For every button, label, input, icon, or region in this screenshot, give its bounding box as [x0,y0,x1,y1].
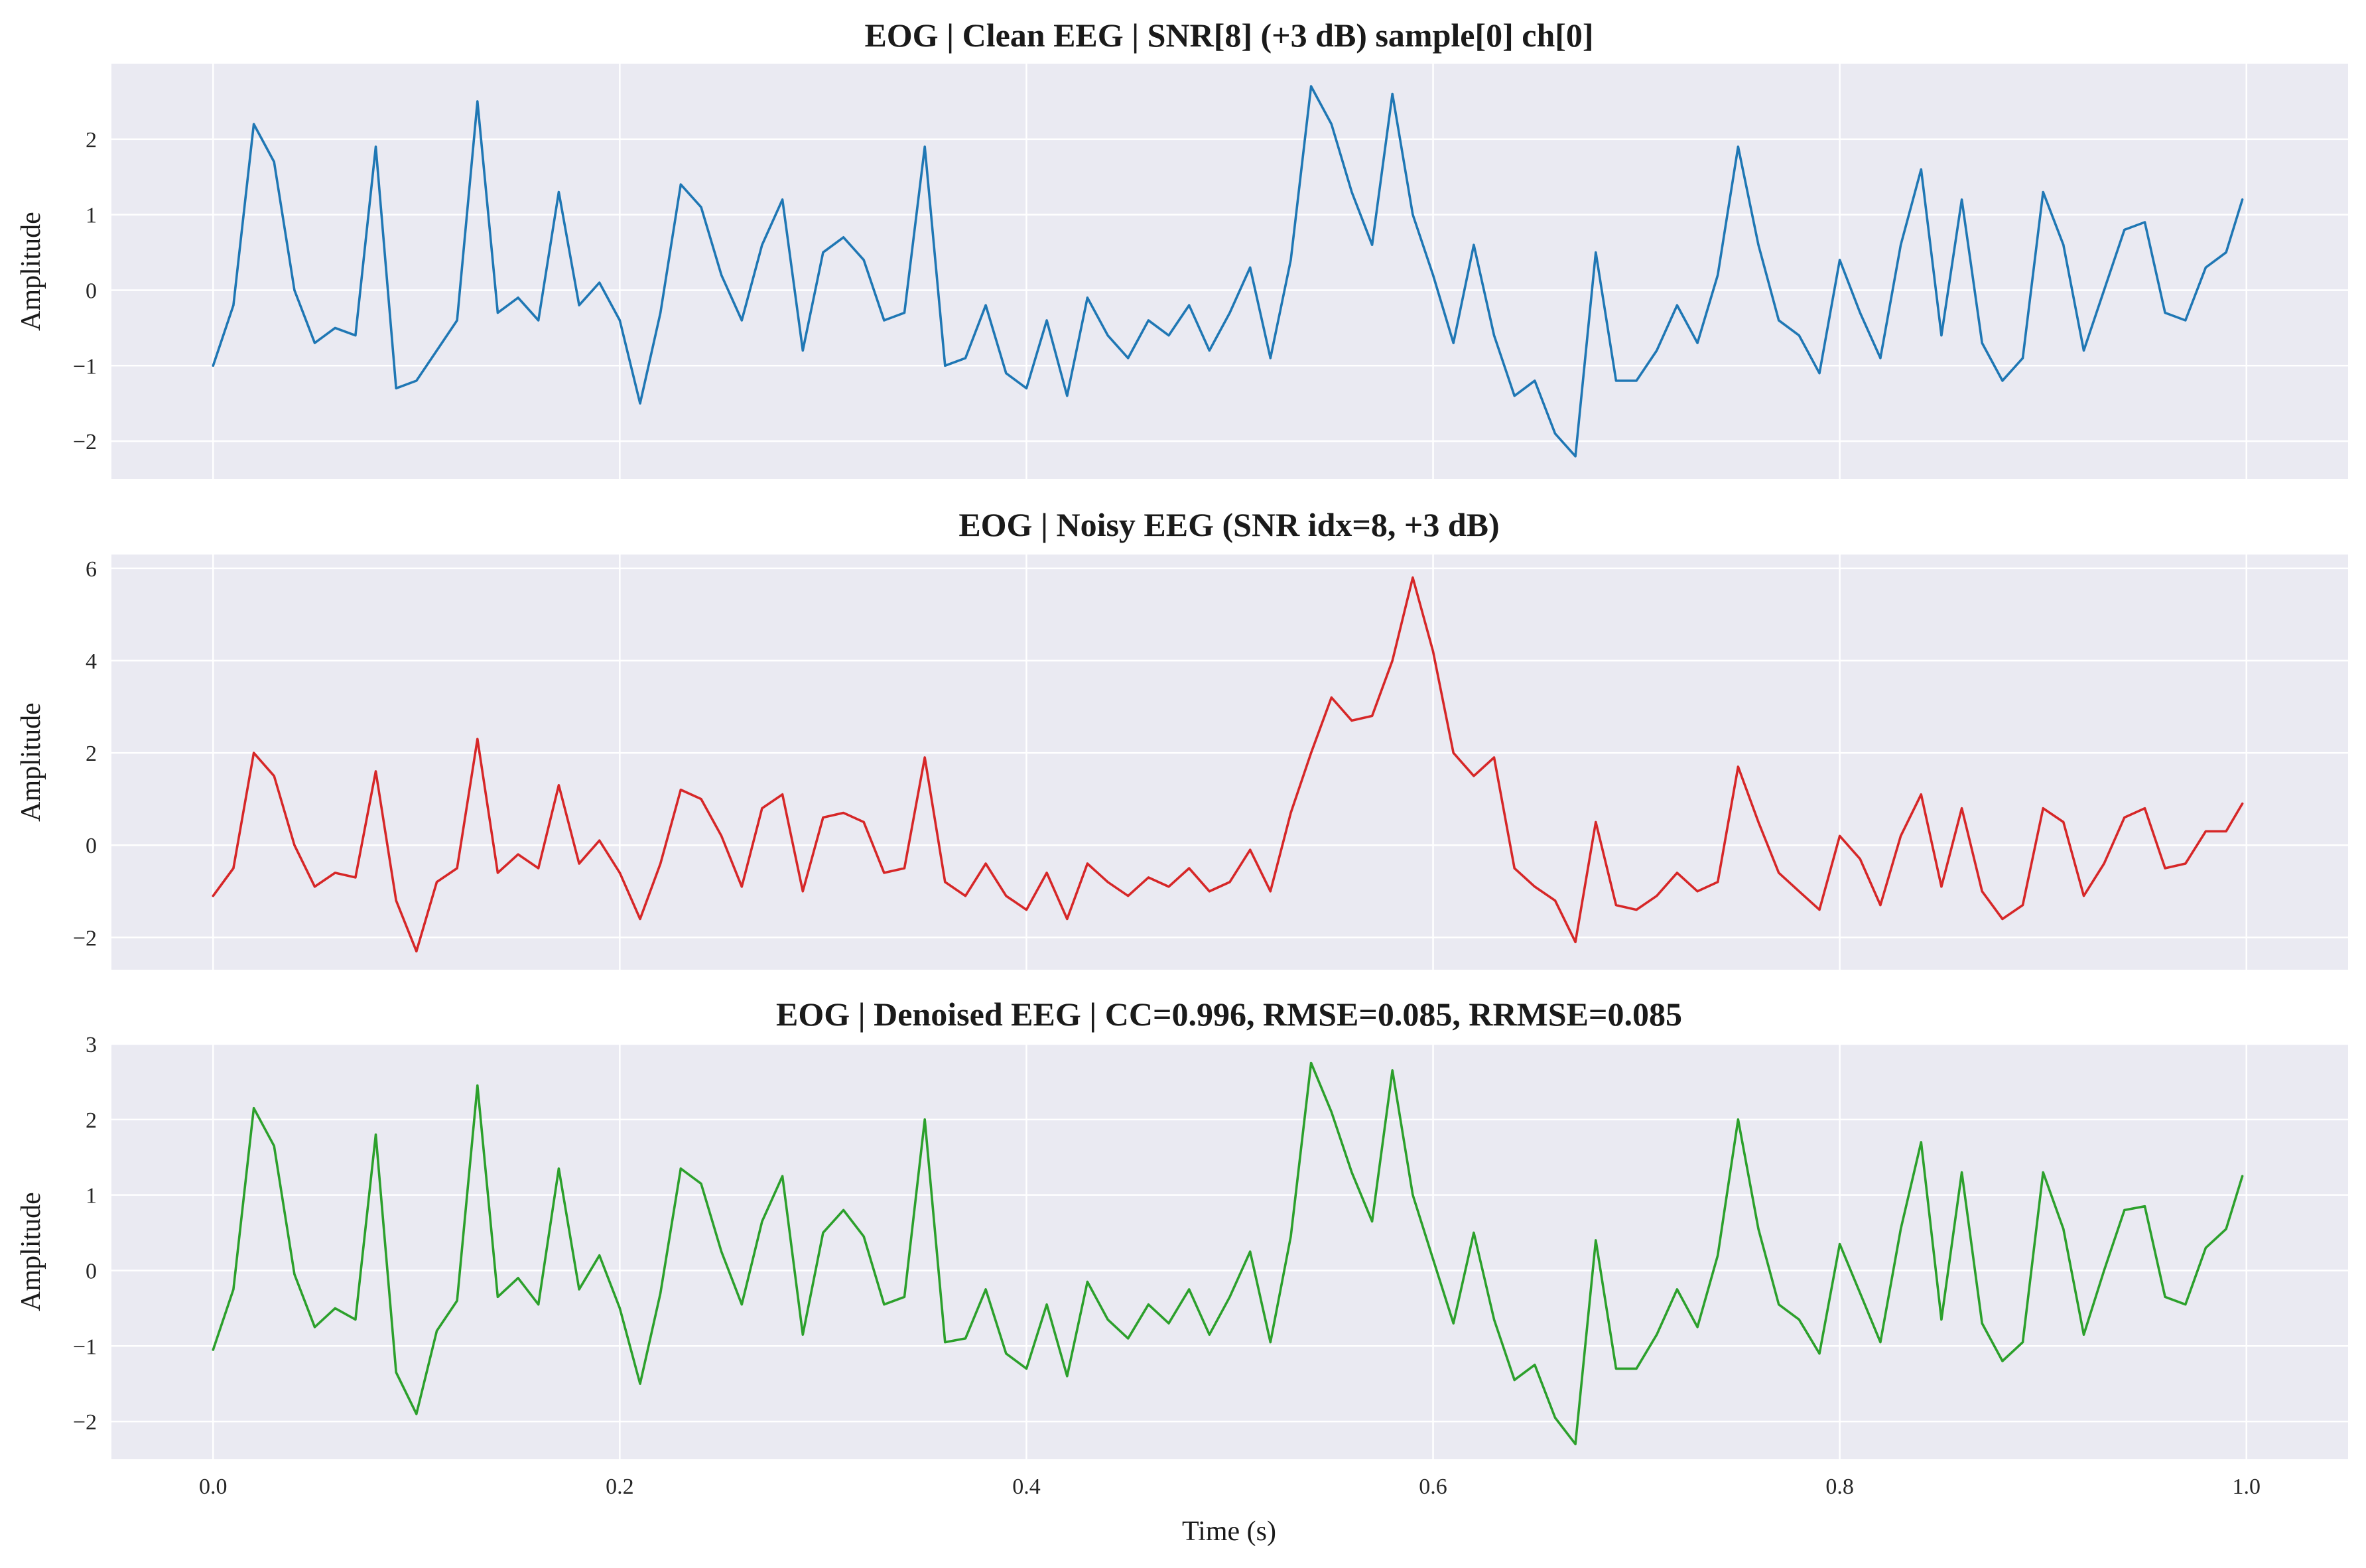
x-tick-label: 0.4 [1012,1474,1041,1499]
panel-denoised-eeg: EOG | Denoised EEG | CC=0.996, RMSE=0.08… [16,996,2348,1547]
y-tick-label: 0 [86,1259,97,1283]
panel-3-plot-area [111,1044,2348,1459]
panel-1-y-ticks: −2 −1 0 1 2 [73,128,97,454]
y-tick-label: 2 [86,128,97,153]
y-tick-label: 1 [86,204,97,228]
y-tick-label: −1 [73,1335,97,1359]
panel-3-series-line [212,1061,2244,1445]
y-tick-label: −2 [73,1410,97,1435]
y-tick-label: −1 [73,354,97,379]
y-tick-label: 1 [86,1184,97,1209]
y-tick-label: 2 [86,1108,97,1133]
panel-2-series-line [212,576,2244,952]
y-tick-label: 0 [86,834,97,858]
panel-1-x-grid [212,64,2247,479]
x-tick-label: 0.0 [199,1474,228,1499]
panel-3-title: EOG | Denoised EEG | CC=0.996, RMSE=0.08… [776,996,1682,1033]
panel-2-plot-area [111,555,2348,970]
panel-3-x-ticks: 0.0 0.2 0.4 0.6 0.8 1.0 [199,1474,2261,1499]
panel-2-y-label: Amplitude [16,702,46,822]
panel-3-y-label: Amplitude [16,1192,46,1311]
x-tick-label: 0.6 [1419,1474,1447,1499]
panel-2-y-ticks: −2 0 2 4 6 [73,557,97,950]
y-tick-label: 3 [86,1033,97,1057]
panel-3-x-grid [212,1044,2247,1459]
x-tick-label: 0.8 [1825,1474,1854,1499]
panel-2-y-grid [111,567,2348,939]
panel-3-x-label: Time (s) [1182,1516,1276,1547]
x-tick-label: 0.2 [606,1474,634,1499]
y-tick-label: 6 [86,557,97,582]
panel-noisy-eeg: EOG | Noisy EEG (SNR idx=8, +3 dB) −2 0 2 4… [16,506,2348,970]
y-tick-label: 4 [86,649,97,674]
panel-clean-eeg: EOG | Clean EEG | SNR[8] (+3 dB) sample[… [16,17,2348,479]
panel-2-x-grid [212,555,2247,970]
panel-1-y-label: Amplitude [16,212,46,331]
y-tick-label: 2 [86,742,97,766]
panel-3-y-ticks: −2 −1 0 1 2 3 [73,1033,97,1435]
panel-1-series-line [212,85,2244,458]
y-tick-label: −2 [73,430,97,454]
x-tick-label: 1.0 [2232,1474,2261,1499]
panel-1-plot-area [111,64,2348,479]
panel-1-title: EOG | Clean EEG | SNR[8] (+3 dB) sample[… [864,17,1593,54]
y-tick-label: 0 [86,279,97,303]
panel-2-title: EOG | Noisy EEG (SNR idx=8, +3 dB) [958,506,1499,543]
y-tick-label: −2 [73,926,97,950]
